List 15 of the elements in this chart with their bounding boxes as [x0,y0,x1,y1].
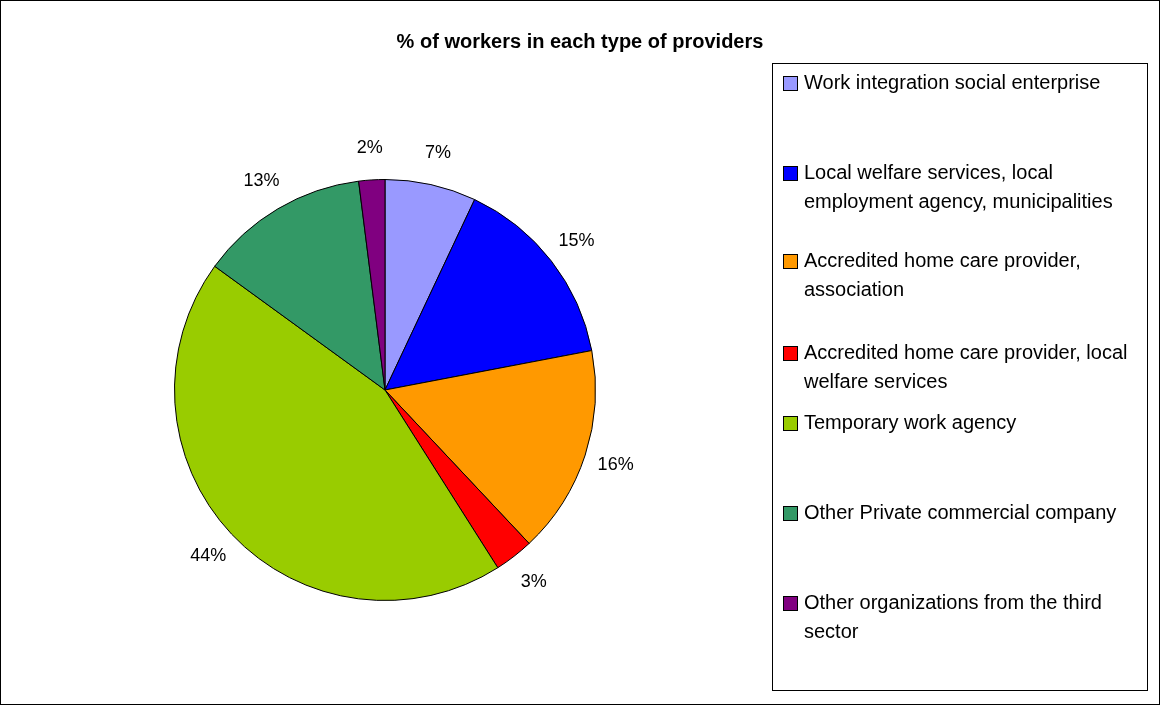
chart-title: % of workers in each type of providers [395,30,765,53]
legend-label: Temporary work agency [804,410,1017,435]
data-label: 15% [558,230,595,251]
legend-label: Other Private commercial company [804,500,1117,525]
data-label: 2% [356,136,383,157]
data-label: 7% [424,142,451,163]
legend-label: Local welfare services, local employment agency, municipalities [804,160,1114,214]
data-label: 16% [597,453,634,474]
legend-label: Accredited home care provider, local welfare services [804,340,1129,394]
legend-label: Other organizations from the third sector [804,590,1103,644]
data-label: 44% [190,544,227,565]
legend-label: Work integration social enterprise [804,70,1101,95]
data-label: 3% [520,570,547,591]
legend-label: Accredited home care provider, association [804,248,1082,302]
data-label: 13% [243,170,280,191]
